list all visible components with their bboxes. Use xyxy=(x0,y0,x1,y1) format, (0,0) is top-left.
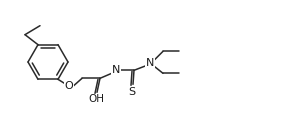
Text: S: S xyxy=(128,87,136,97)
Text: O: O xyxy=(65,81,73,91)
Text: N: N xyxy=(112,65,120,75)
Text: N: N xyxy=(146,58,154,68)
Text: OH: OH xyxy=(88,94,104,104)
